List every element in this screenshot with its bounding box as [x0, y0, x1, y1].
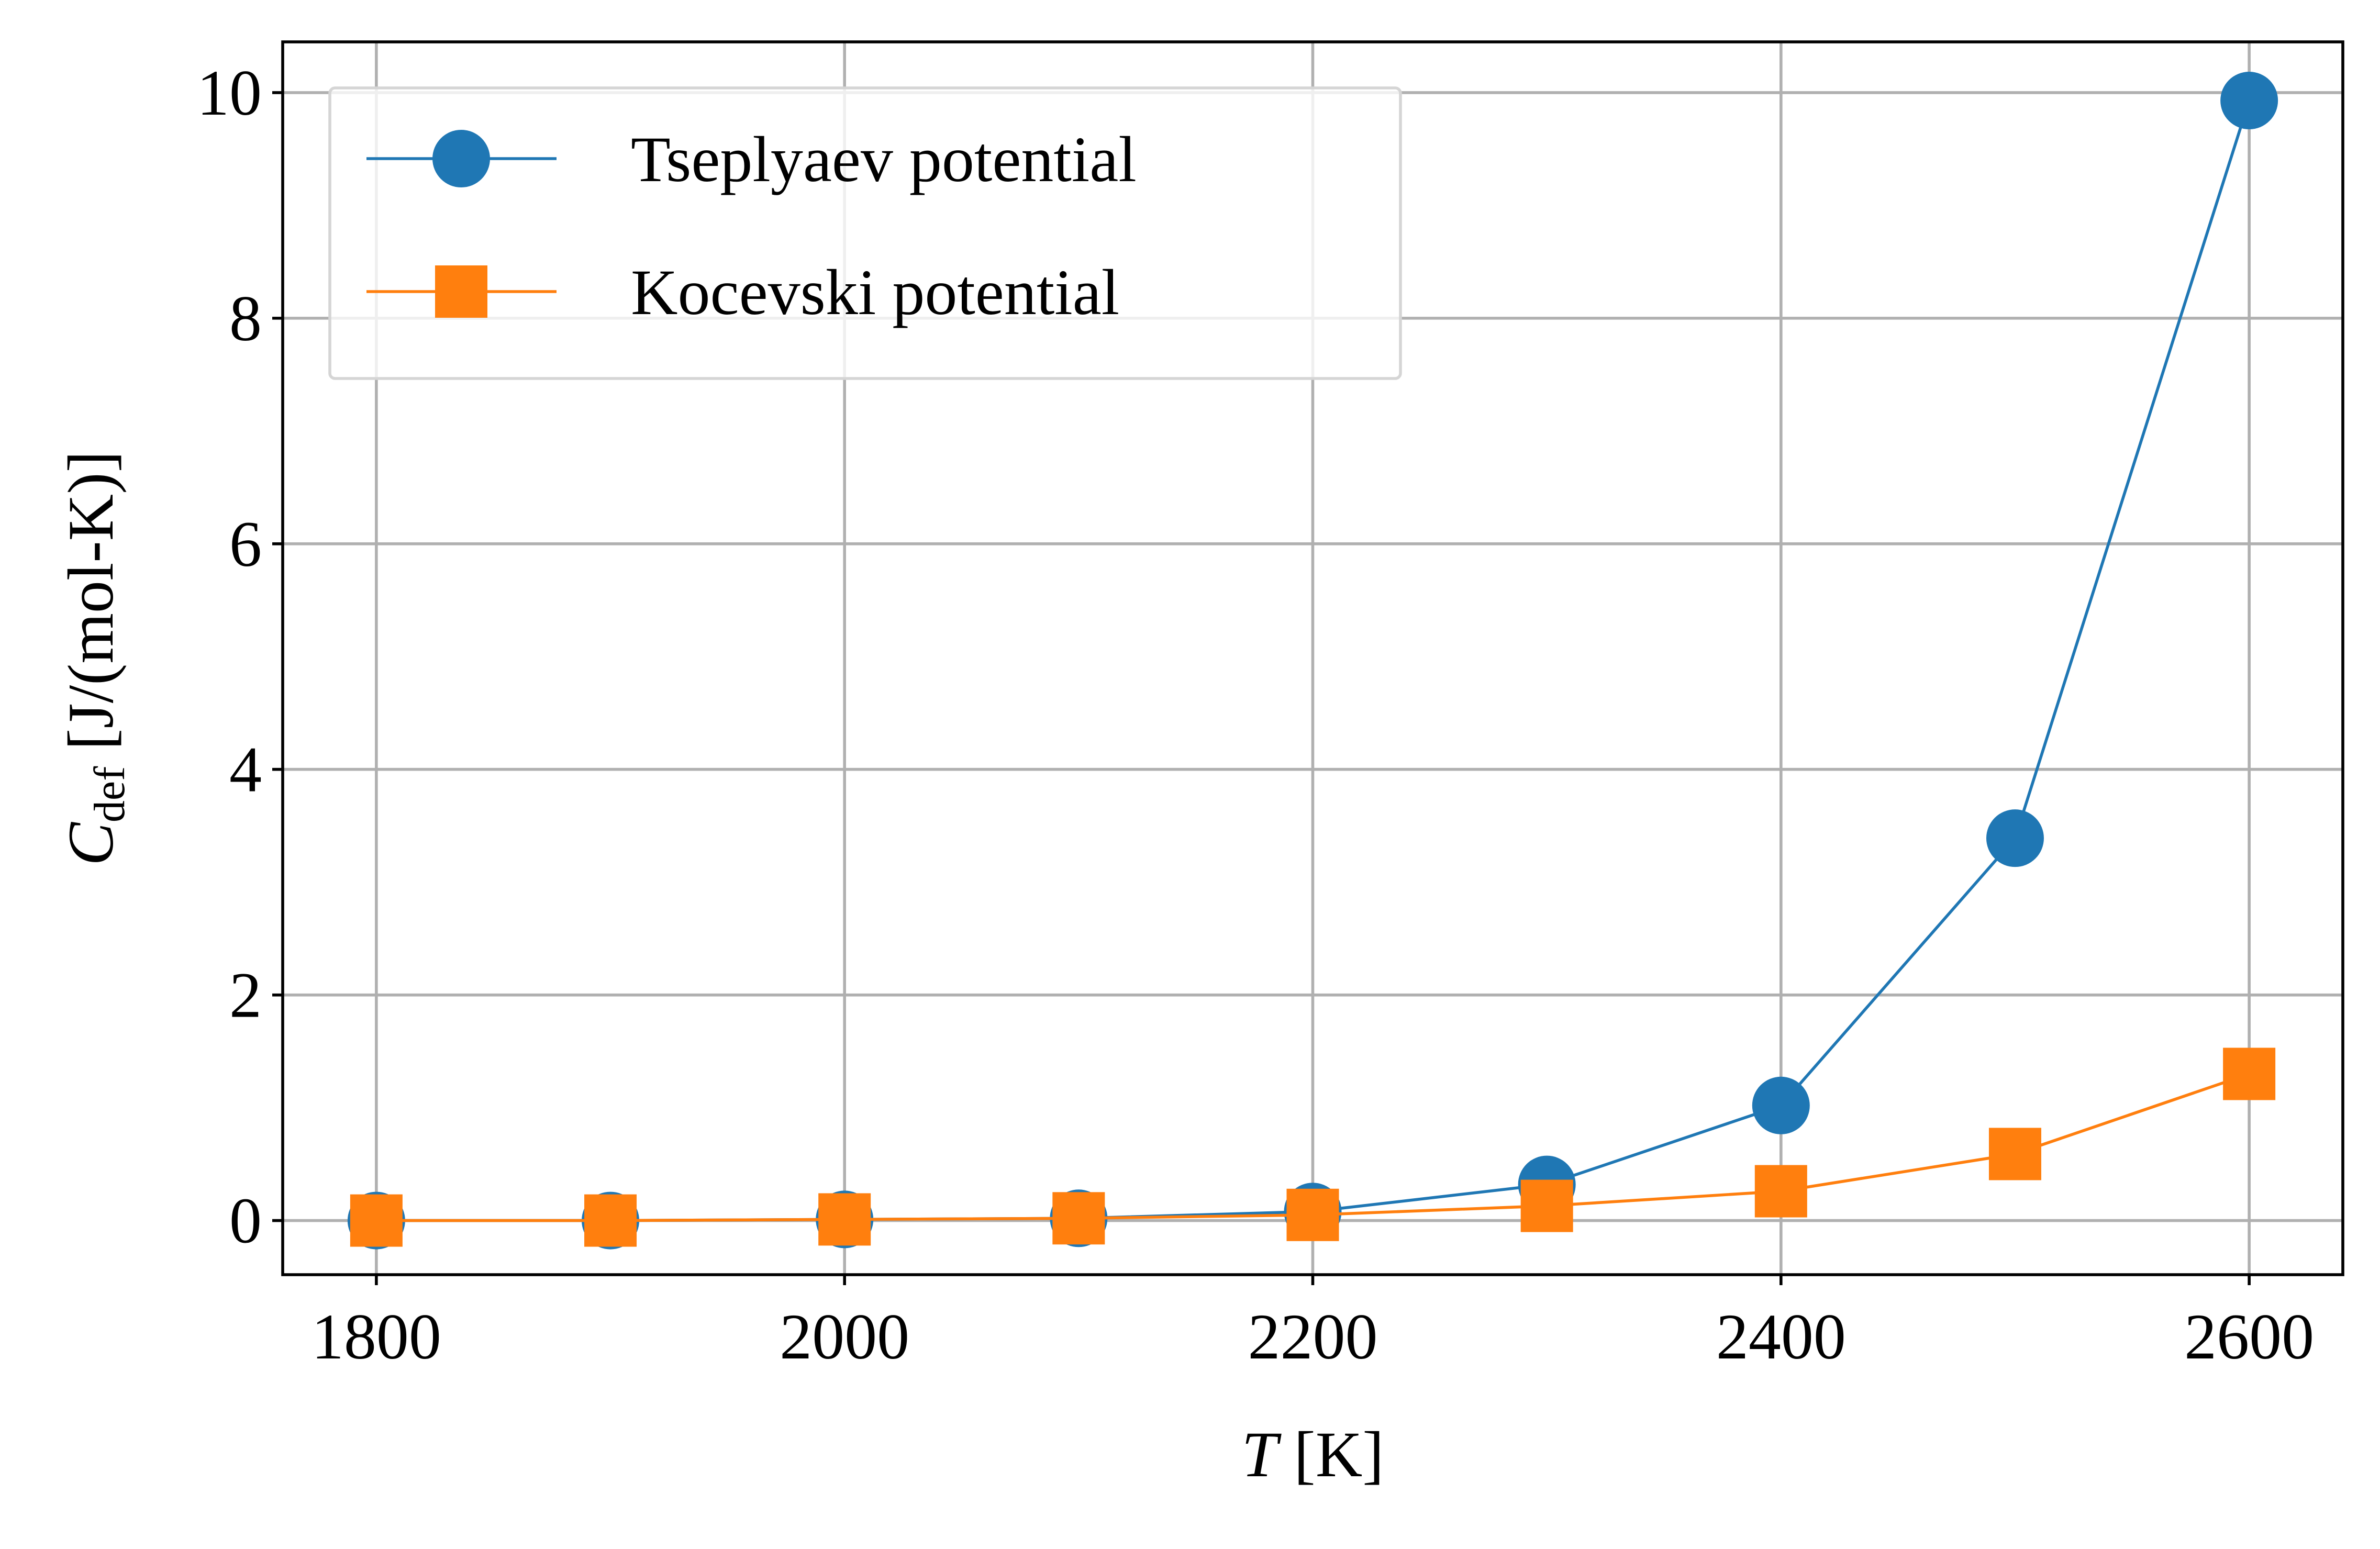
- data-point-kocevski: [1520, 1179, 1573, 1232]
- axis-ticks: 1800 2000 2200 2400 2600 0 2 4 6 8 10: [197, 57, 2314, 1373]
- y-tick-label: 8: [229, 283, 262, 354]
- data-point-kocevski: [1988, 1128, 2041, 1180]
- data-point-tseplyaev: [2220, 72, 2278, 130]
- x-tick-label: 2600: [2184, 1301, 2314, 1373]
- y-tick-label: 10: [197, 57, 262, 129]
- x-axis-label: T [K]: [1241, 1419, 1384, 1490]
- data-point-kocevski: [1754, 1165, 1807, 1218]
- series-kocevski: [350, 1047, 2276, 1247]
- data-point-kocevski: [350, 1194, 403, 1247]
- x-tick-label: 2200: [1248, 1301, 1378, 1373]
- y-tick-label: 6: [229, 508, 262, 580]
- y-axis-variable: C: [55, 822, 127, 866]
- y-axis-label: Cdef [J/(mol-K)]: [55, 451, 134, 866]
- y-tick-label: 4: [229, 734, 262, 806]
- legend-label-tseplyaev: Tseplyaev potential: [631, 124, 1137, 195]
- legend-label-kocevski: Kocevski potential: [631, 257, 1119, 328]
- y-tick-label: 0: [229, 1185, 262, 1257]
- data-point-kocevski: [1286, 1188, 1339, 1241]
- y-axis-unit: [J/(mol-K)]: [55, 451, 127, 766]
- legend-marker-kocevski: [435, 265, 487, 318]
- legend: Tseplyaev potential Kocevski potential: [328, 86, 1402, 380]
- y-tick-label: 2: [229, 960, 262, 1031]
- legend-marker-tseplyaev: [432, 130, 490, 187]
- x-tick-label: 2000: [780, 1301, 909, 1373]
- series-layer: [347, 72, 2278, 1250]
- x-tick-label: 1800: [312, 1301, 441, 1373]
- data-point-kocevski: [1052, 1192, 1105, 1245]
- legend-box: [328, 86, 1402, 380]
- data-point-tseplyaev: [1752, 1076, 1810, 1134]
- x-axis-unit: [K]: [1277, 1419, 1384, 1490]
- x-axis-variable: T: [1241, 1419, 1282, 1490]
- data-point-kocevski: [584, 1194, 637, 1247]
- y-axis-subscript: def: [85, 766, 134, 822]
- data-point-tseplyaev: [1986, 809, 2044, 867]
- x-tick-label: 2400: [1716, 1301, 1846, 1373]
- data-point-kocevski: [2223, 1047, 2276, 1100]
- data-point-kocevski: [818, 1193, 871, 1246]
